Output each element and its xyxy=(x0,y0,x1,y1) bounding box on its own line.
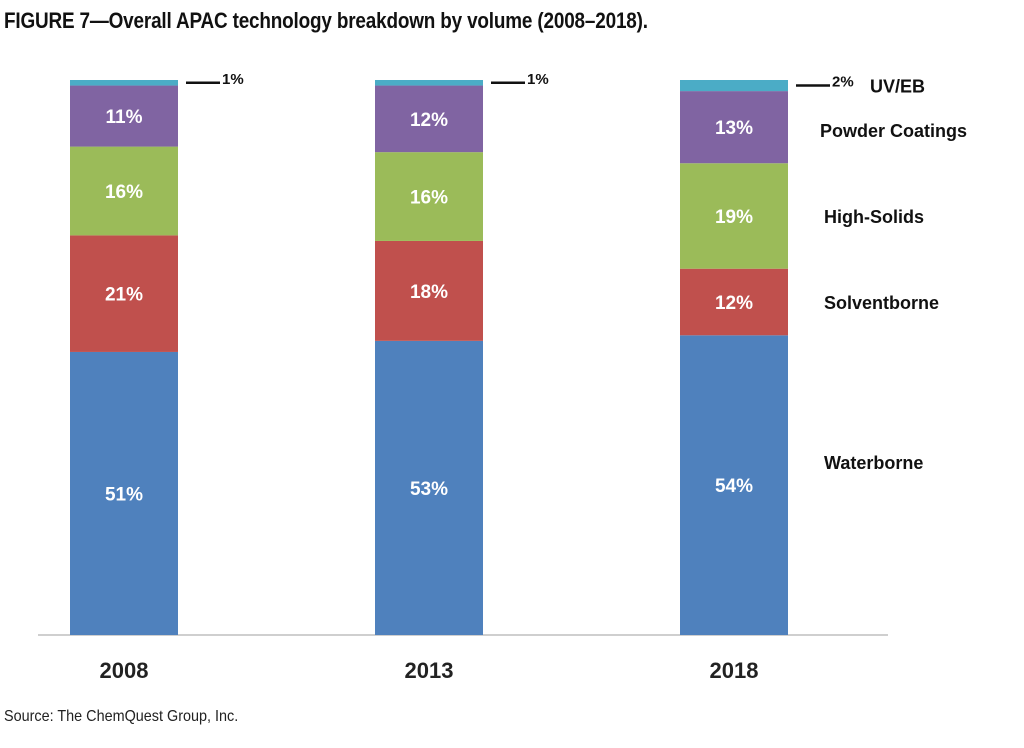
data-label: 12% xyxy=(410,110,448,131)
data-label: 53% xyxy=(410,479,448,500)
bar-segment-uv-eb-2008 xyxy=(70,80,178,86)
data-label: 13% xyxy=(715,118,753,139)
x-tick-label: 2018 xyxy=(710,658,759,683)
bar-segment-solventborne-2013 xyxy=(375,240,483,341)
bar-segment-high-solids-2018 xyxy=(680,163,788,269)
data-label: 12% xyxy=(715,293,753,314)
bar-segment-waterborne-2008 xyxy=(70,351,178,635)
callout-label: 1% xyxy=(527,71,549,88)
data-label: 16% xyxy=(410,188,448,209)
bar-segment-high-solids-2008 xyxy=(70,146,178,236)
bar-segment-solventborne-2018 xyxy=(680,268,788,336)
legend: Waterborne Solventborne High-Solids Powder … xyxy=(820,77,967,473)
bar-segment-high-solids-2013 xyxy=(375,152,483,241)
bars-group xyxy=(70,80,788,635)
data-label: 54% xyxy=(715,476,753,497)
x-tick-label: 2008 xyxy=(100,658,149,683)
chart-title: FIGURE 7—Overall APAC technology breakdo… xyxy=(4,8,648,33)
legend-label-uv-eb: UV/EB xyxy=(870,77,925,97)
bar-segment-uv-eb-2018 xyxy=(680,80,788,92)
data-label: 18% xyxy=(410,282,448,303)
bar-segment-powder-coatings-2018 xyxy=(680,91,788,164)
bar-segment-waterborne-2018 xyxy=(680,335,788,635)
bar-segment-powder-coatings-2013 xyxy=(375,85,483,153)
bar-segment-uv-eb-2013 xyxy=(375,80,483,86)
data-label: 16% xyxy=(105,182,143,203)
bar-segment-powder-coatings-2008 xyxy=(70,85,178,147)
legend-label-waterborne: Waterborne xyxy=(824,453,923,473)
data-label: 51% xyxy=(105,484,143,505)
bar-segment-waterborne-2013 xyxy=(375,340,483,635)
bar-segment-solventborne-2008 xyxy=(70,235,178,352)
x-tick-labels: 2008 2013 2018 xyxy=(100,658,759,683)
data-labels-group: 51% 21% 16% 11% 1% 53% 18% 16% 12% 1% 54% 12% 19% 13%… xyxy=(105,71,854,506)
legend-label-solventborne: Solventborne xyxy=(824,293,939,313)
x-tick-label: 2013 xyxy=(405,658,454,683)
data-label: 21% xyxy=(105,285,143,306)
data-label: 11% xyxy=(106,107,143,128)
data-label: 19% xyxy=(715,207,753,228)
legend-label-powder-coatings: Powder Coatings xyxy=(820,121,967,141)
callout-label: 2% xyxy=(832,74,854,91)
source-note: Source: The ChemQuest Group, Inc. xyxy=(4,708,239,725)
legend-label-high-solids: High-Solids xyxy=(824,207,924,227)
callout-label: 1% xyxy=(222,71,244,88)
